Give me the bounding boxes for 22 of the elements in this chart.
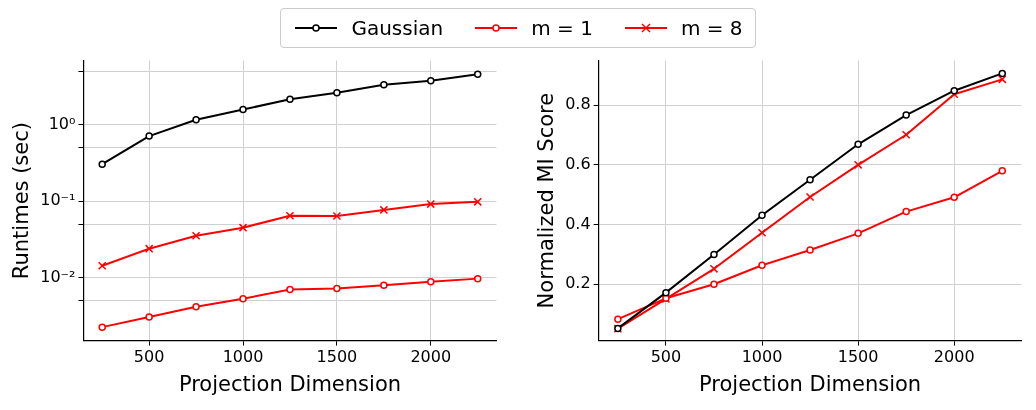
y-axis-title: Runtimes (sec) (9, 122, 34, 280)
y-tick-label: 10⁰ (48, 113, 76, 133)
x-tick-label: 1500 (316, 347, 358, 367)
y-tick-label: 0.8 (565, 94, 591, 114)
x-tick-label: 500 (650, 347, 682, 367)
y-tick-label: 0.6 (565, 154, 591, 174)
x-tick-label: 2000 (933, 347, 975, 367)
y-tick-label: 0.2 (565, 273, 591, 293)
x-tick-label: 2000 (410, 347, 452, 367)
x-tick-label: 500 (133, 347, 165, 367)
y-axis-title: Normalized MI Score (534, 92, 559, 309)
x-tick-label: 1000 (222, 347, 264, 367)
x-tick-label: 1000 (741, 347, 783, 367)
legend-label: m = 1 (531, 16, 593, 40)
x-axis-title: Projection Dimension (178, 371, 402, 396)
x-tick-label: 1500 (837, 347, 879, 367)
y-tick-label: 10⁻¹ (40, 190, 76, 210)
legend-label: Gaussian (351, 16, 444, 40)
legend-label: m = 8 (680, 16, 743, 40)
x-axis-title: Projection Dimension (699, 371, 922, 396)
y-tick-label: 0.4 (565, 213, 591, 233)
y-tick-label: 10⁻² (40, 266, 76, 286)
